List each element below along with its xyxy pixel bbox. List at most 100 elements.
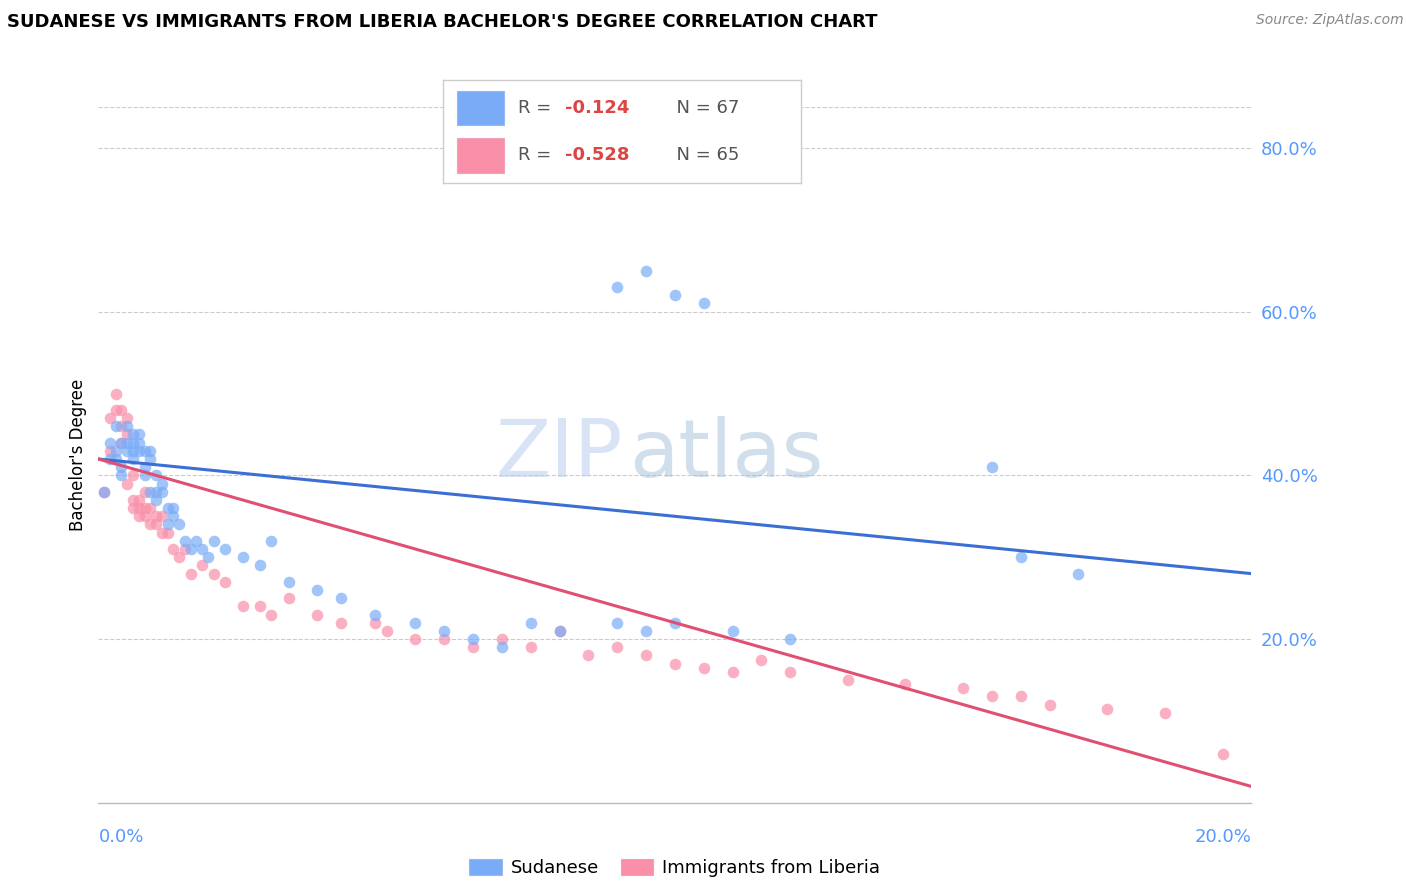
Point: [186, 533, 208, 548]
Point: [721, 665, 744, 679]
Text: atlas: atlas: [628, 416, 823, 494]
Point: [952, 681, 974, 696]
Point: [329, 615, 352, 630]
Point: [139, 452, 162, 467]
Text: R =: R =: [519, 146, 557, 164]
Point: [145, 517, 167, 532]
Point: [231, 550, 254, 565]
Point: [375, 624, 398, 638]
Text: -0.124: -0.124: [565, 99, 628, 117]
Point: [202, 533, 225, 548]
Point: [122, 468, 145, 483]
Point: [117, 435, 138, 450]
Point: [110, 403, 132, 417]
Point: [1212, 747, 1234, 761]
Point: [606, 615, 628, 630]
Point: [162, 509, 184, 524]
Point: [110, 435, 132, 450]
Point: [128, 509, 150, 524]
Point: [134, 443, 156, 458]
Point: [145, 492, 167, 507]
Text: -0.528: -0.528: [565, 146, 630, 164]
Point: [1010, 690, 1032, 704]
Point: [104, 403, 127, 417]
Point: [491, 640, 513, 655]
Point: [162, 542, 184, 557]
Point: [202, 566, 225, 581]
Point: [128, 443, 150, 458]
Point: [981, 460, 1004, 475]
Point: [134, 460, 156, 475]
Point: [167, 517, 190, 532]
Point: [329, 591, 352, 606]
Point: [779, 665, 801, 679]
Y-axis label: Bachelor's Degree: Bachelor's Degree: [69, 379, 87, 531]
Point: [260, 607, 283, 622]
Point: [139, 443, 162, 458]
Point: [894, 677, 917, 691]
Point: [1153, 706, 1175, 720]
Point: [197, 550, 219, 565]
Point: [122, 443, 145, 458]
Point: [405, 632, 427, 646]
Point: [128, 492, 150, 507]
Point: [548, 624, 571, 638]
Point: [150, 484, 173, 499]
Legend: Sudanese, Immigrants from Liberia: Sudanese, Immigrants from Liberia: [463, 852, 887, 884]
Point: [214, 574, 236, 589]
Point: [180, 542, 202, 557]
Point: [606, 280, 628, 294]
Point: [214, 542, 236, 557]
Point: [664, 657, 686, 671]
Point: [93, 484, 115, 499]
Point: [139, 517, 162, 532]
Point: [122, 492, 145, 507]
Point: [98, 452, 121, 467]
Point: [1097, 701, 1119, 715]
Text: N = 67: N = 67: [665, 99, 740, 117]
Text: ZIP: ZIP: [496, 416, 623, 494]
Text: N = 65: N = 65: [665, 146, 740, 164]
Point: [277, 574, 299, 589]
Text: 0.0%: 0.0%: [98, 828, 143, 846]
Point: [128, 435, 150, 450]
Point: [779, 632, 801, 646]
Text: 20.0%: 20.0%: [1195, 828, 1251, 846]
Point: [231, 599, 254, 614]
Point: [433, 624, 456, 638]
Point: [249, 558, 271, 573]
Point: [145, 468, 167, 483]
Point: [1010, 550, 1032, 565]
Point: [307, 607, 329, 622]
Point: [156, 501, 179, 516]
Point: [98, 435, 121, 450]
Point: [104, 443, 127, 458]
Point: [249, 599, 271, 614]
Point: [433, 632, 456, 646]
Point: [110, 468, 132, 483]
Point: [751, 652, 773, 666]
Point: [491, 632, 513, 646]
Point: [461, 632, 484, 646]
Point: [117, 419, 138, 434]
Point: [156, 525, 179, 540]
Point: [98, 411, 121, 425]
Point: [636, 264, 658, 278]
Text: Source: ZipAtlas.com: Source: ZipAtlas.com: [1256, 13, 1403, 28]
Point: [260, 533, 283, 548]
Point: [104, 452, 127, 467]
Point: [606, 640, 628, 655]
Text: R =: R =: [519, 99, 557, 117]
Point: [156, 517, 179, 532]
Text: SUDANESE VS IMMIGRANTS FROM LIBERIA BACHELOR'S DEGREE CORRELATION CHART: SUDANESE VS IMMIGRANTS FROM LIBERIA BACH…: [7, 13, 877, 31]
Point: [277, 591, 299, 606]
Point: [307, 582, 329, 597]
Point: [636, 624, 658, 638]
Point: [981, 690, 1004, 704]
Point: [405, 615, 427, 630]
Point: [128, 427, 150, 442]
Point: [1038, 698, 1062, 712]
Point: [110, 460, 132, 475]
Point: [98, 443, 121, 458]
Point: [117, 411, 138, 425]
